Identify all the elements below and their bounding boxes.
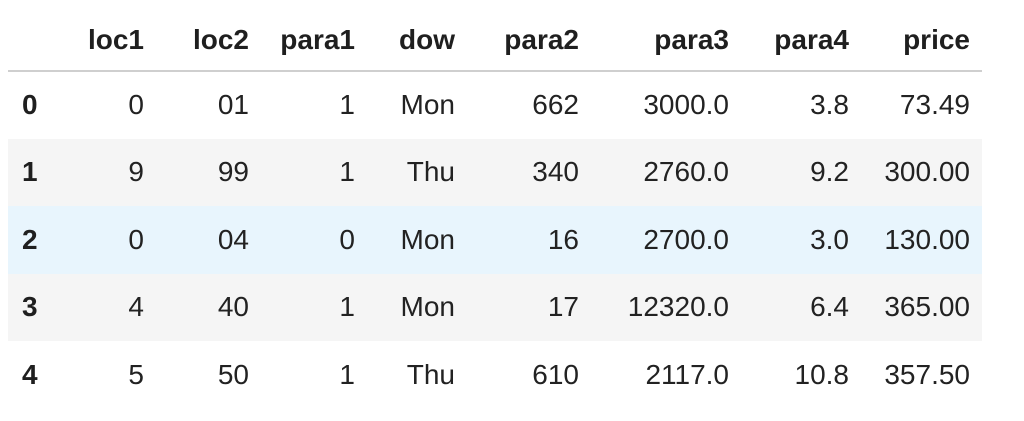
cell-dow: Mon <box>400 223 455 255</box>
cell-para4: 10.8 <box>794 358 850 390</box>
table-row: 4 5 50 1 Thu 610 2117.0 10.8 357.50 <box>8 341 982 409</box>
cell-dow: Thu <box>406 156 455 188</box>
cell-para3: 12320.0 <box>627 291 729 323</box>
cell-dow: Thu <box>406 358 455 390</box>
cell-price: 300.00 <box>884 156 970 188</box>
cell-para4: 3.8 <box>810 89 849 121</box>
cell-para1: 1 <box>339 89 355 121</box>
table-row: 0 0 01 1 Mon 662 3000.0 3.8 73.49 <box>8 71 982 139</box>
index-column-header <box>8 10 68 72</box>
cell-para3: 2700.0 <box>643 223 729 255</box>
column-header-para3: para3 <box>591 10 741 72</box>
cell-loc1: 4 <box>128 291 144 323</box>
header-row: loc1 loc2 para1 dow para2 para3 para4 pr… <box>8 10 982 72</box>
column-header-para4: para4 <box>741 10 861 72</box>
cell-para2: 662 <box>532 89 579 121</box>
cell-para1: 1 <box>339 156 355 188</box>
table-header: loc1 loc2 para1 dow para2 para3 para4 pr… <box>8 10 982 72</box>
cell-price: 130.00 <box>884 223 970 255</box>
column-header-loc1: loc1 <box>68 10 156 72</box>
cell-para2: 16 <box>547 223 579 255</box>
cell-para3: 2760.0 <box>643 156 729 188</box>
column-header-price: price <box>861 10 982 72</box>
row-index: 1 <box>22 156 38 188</box>
cell-price: 357.50 <box>884 358 970 390</box>
table-row: 3 4 40 1 Mon 17 12320.0 6.4 365.00 <box>8 273 982 341</box>
cell-para1: 0 <box>339 223 355 255</box>
cell-para2: 610 <box>532 358 579 390</box>
cell-para4: 9.2 <box>810 156 849 188</box>
cell-para2: 340 <box>532 156 579 188</box>
cell-loc1: 5 <box>128 358 144 390</box>
dataframe-table: loc1 loc2 para1 dow para2 para3 para4 pr… <box>8 10 982 409</box>
cell-loc2: 04 <box>217 223 249 255</box>
cell-price: 73.49 <box>899 89 970 121</box>
cell-dow: Mon <box>400 89 455 121</box>
cell-para2: 17 <box>547 291 579 323</box>
table-row: 1 9 99 1 Thu 340 2760.0 9.2 300.00 <box>8 138 982 206</box>
cell-para1: 1 <box>339 291 355 323</box>
cell-loc1: 0 <box>128 89 144 121</box>
row-index: 0 <box>22 89 38 121</box>
cell-loc2: 01 <box>217 89 249 121</box>
cell-para3: 2117.0 <box>645 358 729 390</box>
cell-loc2: 99 <box>217 156 249 188</box>
cell-loc1: 0 <box>128 223 144 255</box>
cell-price: 365.00 <box>884 291 970 323</box>
column-header-loc2: loc2 <box>156 10 261 72</box>
cell-dow: Mon <box>400 291 455 323</box>
table-row-hovered: 2 0 04 0 Mon 16 2700.0 3.0 130.00 <box>8 206 982 274</box>
cell-para1: 1 <box>339 358 355 390</box>
output-bottom-edge <box>0 418 1024 421</box>
column-header-para1: para1 <box>261 10 367 72</box>
column-header-para2: para2 <box>467 10 591 72</box>
table-body: 0 0 01 1 Mon 662 3000.0 3.8 73.49 1 9 99… <box>8 71 982 409</box>
row-index: 4 <box>22 358 38 390</box>
row-index: 3 <box>22 291 38 323</box>
column-header-dow: dow <box>367 10 467 72</box>
row-index: 2 <box>22 223 38 255</box>
cell-para4: 3.0 <box>810 223 849 255</box>
cell-loc2: 50 <box>217 358 249 390</box>
cell-para4: 6.4 <box>810 291 849 323</box>
cell-para3: 3000.0 <box>643 89 729 121</box>
cell-loc1: 9 <box>128 156 144 188</box>
cell-loc2: 40 <box>217 291 249 323</box>
